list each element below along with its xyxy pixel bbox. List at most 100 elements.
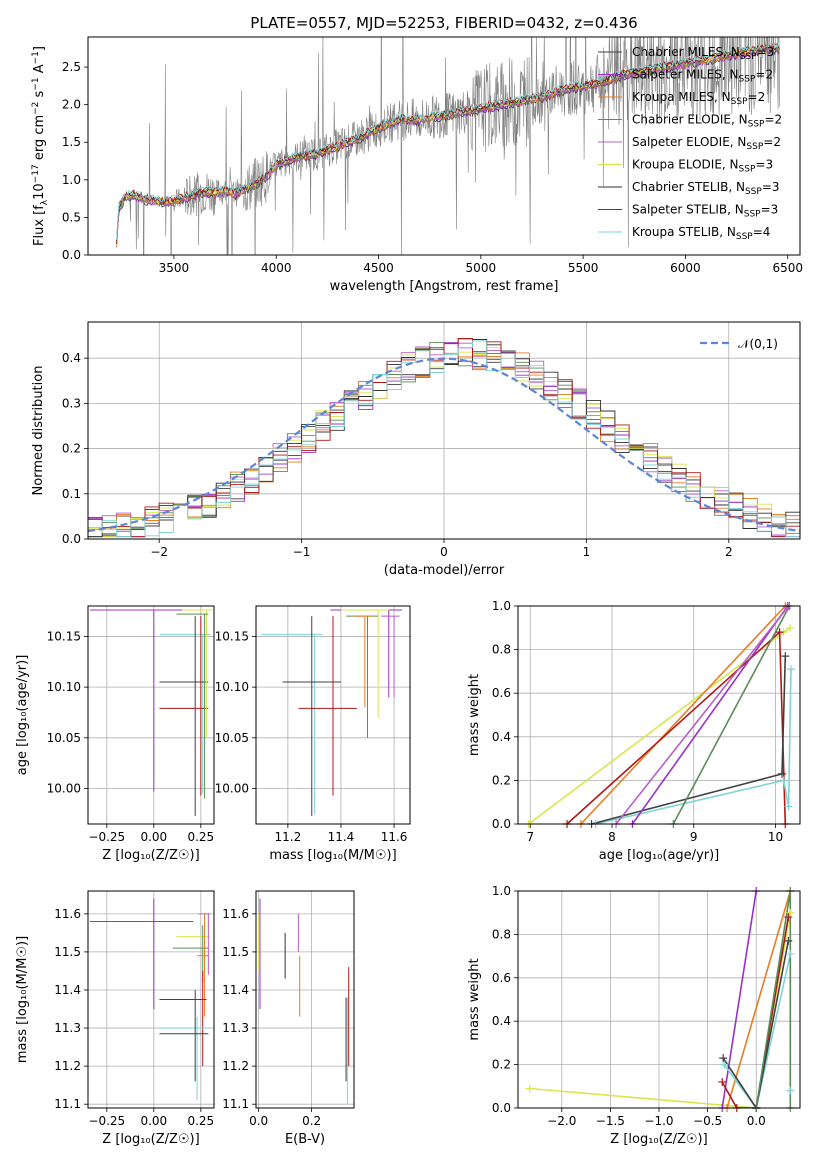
- y-tick-label: 0.2: [62, 442, 81, 456]
- x-tick-label: 0: [440, 545, 448, 559]
- x-tick-label: 11.6: [381, 830, 408, 844]
- y-tick-label: 0.0: [62, 532, 81, 546]
- legend-sub: SSP: [736, 232, 753, 242]
- y-axis-label: mass [log₁₀(M/M☉)]: [15, 936, 30, 1063]
- x-tick-label: 0.25: [187, 1114, 214, 1128]
- legend-name: Salpeter STELIB, N: [632, 203, 744, 217]
- legend-entry: Kroupa STELIB, NSSP=4: [632, 225, 770, 242]
- figure-title: PLATE=0557, MJD=52253, FIBERID=0432, z=0…: [250, 14, 637, 32]
- y-tick-label: 10.05: [47, 731, 81, 745]
- model-fit-line: [116, 42, 780, 241]
- y-axis-label-part: A: [32, 64, 47, 77]
- x-tick-label: 11.4: [328, 830, 355, 844]
- mass-weight-point: [778, 769, 787, 778]
- y-tick-label: 10.05: [215, 731, 249, 745]
- model-fit-line: [116, 47, 780, 244]
- y-tick-label: 11.1: [222, 1097, 249, 1111]
- plot-area: [256, 606, 410, 824]
- mass-weight-line: [595, 669, 792, 824]
- legend-sub: SSP: [739, 165, 756, 175]
- y-tick-label: 2.0: [62, 98, 81, 112]
- y-tick-label: 11.6: [222, 907, 249, 921]
- x-axis-label: wavelength [Angstrom, rest frame]: [330, 279, 559, 294]
- panel-residuals: −2 −1 0 1 2 0.0 0.1 0.2 0.3 0.4 (data-model)/error…: [31, 321, 801, 578]
- y-tick-label: 0.2: [492, 1058, 511, 1072]
- y-axis-label-part: ]: [32, 46, 47, 51]
- y-tick-label: 11.2: [54, 1059, 81, 1073]
- legend-tail: =2: [755, 68, 773, 82]
- x-tick-label: 10: [768, 830, 783, 844]
- y-tick-label: 0.1: [62, 487, 81, 501]
- y-tick-label: 11.5: [222, 945, 249, 959]
- mass-weight-point: [784, 936, 793, 945]
- x-tick-label: 0.2: [302, 1114, 321, 1128]
- observed-spectrum-line: [116, 37, 780, 255]
- legend-entry: Salpeter MILES, NSSP=2: [632, 68, 773, 85]
- legend-sub: SSP: [731, 97, 748, 107]
- residual-legend: 𝒩(0,1): [700, 337, 778, 351]
- mass-weight-line: [672, 606, 791, 824]
- y-axis-label: mass weight: [467, 674, 482, 756]
- y-tick-label: 0.6: [492, 971, 511, 985]
- mass-weight-line: [722, 940, 790, 1108]
- x-tick-label: 0.25: [187, 830, 214, 844]
- axes-frame: [87, 890, 215, 1109]
- x-tick-label: −0.25: [88, 1114, 125, 1128]
- x-tick-label: 0.0: [249, 1114, 268, 1128]
- x-tick-label: −0.25: [88, 830, 125, 844]
- legend-name: Kroupa STELIB, N: [632, 225, 736, 239]
- y-tick-label: 10.10: [215, 680, 249, 694]
- y-axis-label: mass weight: [467, 958, 482, 1040]
- legend-entry: Kroupa ELODIE, NSSP=3: [632, 158, 773, 175]
- y-tick-label: 0.6: [492, 686, 511, 700]
- y-axis-label: age [log₁₀(age/yr)]: [15, 655, 30, 776]
- axes-frame: [517, 890, 801, 1109]
- y-tick-label: 0.4: [492, 730, 511, 744]
- legend-tail: =2: [763, 135, 781, 149]
- x-axis-label: Z [log₁₀(Z/Z☉)]: [102, 1132, 199, 1147]
- model-fit-line: [116, 43, 780, 245]
- y-axis-label-part: erg cm: [32, 115, 47, 164]
- x-axis-label: E(B-V): [285, 1132, 325, 1147]
- legend-sub: SSP: [740, 52, 757, 62]
- legend-name: Chabrier MILES, N: [632, 45, 740, 59]
- y-tick-label: 11.5: [54, 945, 81, 959]
- panel-mass_vs_EBV: 0.0 0.2 11.1 11.2 11.3 11.4 11.5 11.6 E(B-V): [222, 890, 355, 1147]
- y-tick-label: 0.4: [62, 351, 81, 365]
- mass-weight-line: [529, 912, 792, 1108]
- x-tick-label: 0.00: [140, 830, 167, 844]
- legend-name: Chabrier ELODIE, N: [632, 113, 748, 127]
- x-tick-label: 8: [608, 830, 616, 844]
- y-axis-label: Normed distribution: [31, 366, 46, 496]
- y-axis-label-part: −17: [31, 164, 41, 183]
- model-fit-line: [116, 45, 780, 244]
- legend-tail: =3: [757, 45, 775, 59]
- x-tick-label: 0.00: [140, 1114, 167, 1128]
- legend-tail: =2: [748, 90, 766, 104]
- y-tick-label: 0.0: [492, 817, 511, 831]
- x-tick-label: 7: [526, 830, 534, 844]
- legend-tail: =2: [764, 113, 782, 127]
- legend-entry: 𝒩(0,1): [738, 337, 778, 351]
- legend-sub: SSP: [744, 210, 761, 220]
- axes-frame: [87, 321, 801, 540]
- y-tick-label: 11.4: [54, 983, 81, 997]
- axes-frame: [87, 36, 801, 256]
- mass-weight-point: [525, 1084, 534, 1093]
- plot-area: [518, 891, 800, 1108]
- mass-weight-line: [631, 606, 789, 824]
- y-tick-label: 0.8: [492, 927, 511, 941]
- mass-weight-line: [721, 916, 790, 1108]
- x-tick-label: −2.0: [547, 1114, 576, 1128]
- legend-name: Kroupa ELODIE, N: [632, 158, 739, 172]
- mass-weight-point: [781, 652, 790, 661]
- normal-reference-curve: [88, 357, 800, 533]
- y-tick-label: 0.3: [62, 396, 81, 410]
- x-tick-label: −2: [150, 545, 168, 559]
- mass-weight-line: [580, 606, 786, 824]
- y-tick-label: 11.4: [222, 983, 249, 997]
- x-tick-label: 6500: [772, 261, 803, 275]
- y-tick-label: 1.5: [62, 135, 81, 149]
